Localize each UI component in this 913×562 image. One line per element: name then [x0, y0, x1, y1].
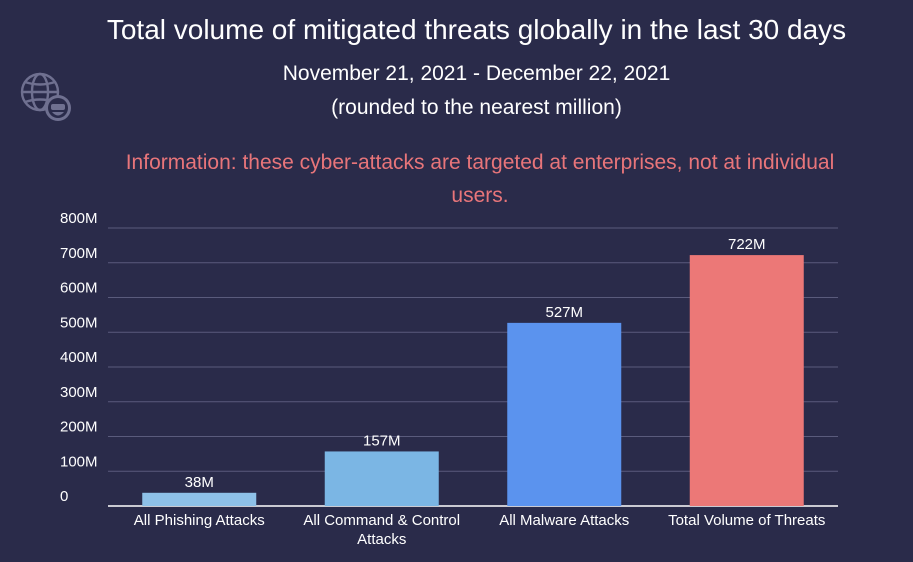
y-tick-label: 800M	[60, 210, 98, 227]
y-tick-label: 300M	[60, 384, 98, 401]
bar	[324, 451, 439, 506]
y-tick-label: 600M	[60, 280, 98, 297]
bar-value-label: 722M	[728, 236, 766, 253]
y-tick-label: 100M	[60, 453, 98, 470]
bar	[142, 492, 257, 506]
y-tick-label: 500M	[60, 314, 98, 331]
chart-subtitle-rounding: (rounded to the nearest million)	[331, 96, 622, 119]
bar-value-label: 38M	[185, 474, 214, 491]
chart-title: Total volume of mitigated threats global…	[106, 14, 847, 45]
y-tick-label: 0	[60, 488, 68, 505]
x-tick-label: Total Volume of Threats	[668, 512, 825, 529]
bar	[507, 322, 622, 506]
y-tick-label: 700M	[60, 245, 98, 262]
bar-value-label: 157M	[363, 432, 401, 449]
x-tick-label: Attacks	[357, 531, 406, 548]
bar-value-label: 527M	[545, 304, 583, 321]
y-tick-label: 400M	[60, 349, 98, 366]
x-tick-label: All Phishing Attacks	[134, 512, 265, 529]
globe-logo-icon	[20, 72, 71, 121]
bar	[689, 255, 804, 506]
chart-note: Information: these cyber-attacks are tar…	[125, 151, 835, 207]
x-tick-label: All Malware Attacks	[499, 512, 629, 529]
chart-subtitle-dates: November 21, 2021 - December 22, 2021	[282, 62, 671, 85]
y-tick-label: 200M	[60, 419, 98, 436]
x-tick-label: All Command & Control	[303, 512, 460, 529]
